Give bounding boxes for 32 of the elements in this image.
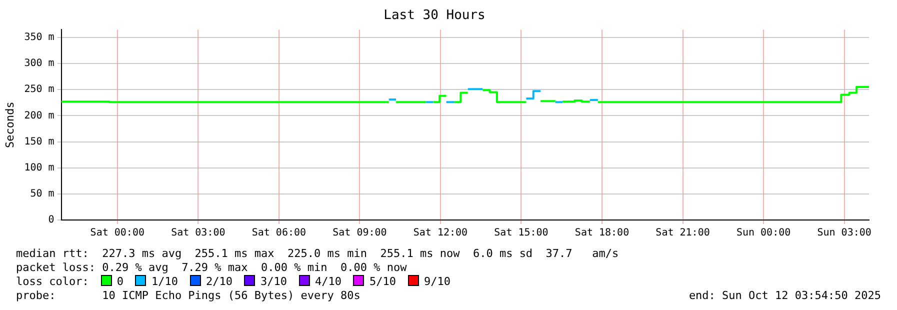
- text: median rtt: 227.3 ms avg 255.1 ms max 225.0 ms min 255.1 ms now 6.0 ms sd 37.7 am/s: [16, 247, 619, 261]
- y-axis-title: Seconds: [3, 102, 16, 148]
- text: end: Sun Oct 12 03:54:50 2025: [688, 289, 881, 303]
- legend-label: 9/10: [424, 275, 450, 288]
- x-tick-label: Sat 03:00: [171, 228, 226, 239]
- x-tick-label: Sat 00:00: [90, 228, 144, 239]
- x-tick-label: Sat 21:00: [656, 228, 710, 239]
- y-tick-label: 300 m: [24, 58, 54, 70]
- x-tick-label: Sat 12:00: [413, 228, 468, 239]
- legend-label: 1/10: [151, 275, 178, 288]
- x-tick-label: Sat 09:00: [332, 228, 387, 239]
- legend-label: 0: [116, 275, 124, 288]
- y-tick-label: 350 m: [24, 32, 54, 44]
- y-tick-label: 100 m: [24, 162, 54, 174]
- legend-label: 4/10: [314, 275, 342, 288]
- text: probe: 10 ICMP Echo Pings (56 Bytes) every 80s: [16, 289, 360, 303]
- legend-title: loss color:: [16, 275, 89, 288]
- x-tick-label: Sun 03:00: [817, 228, 872, 239]
- y-tick-label: 50 m: [30, 188, 54, 200]
- legend-label: 3/10: [260, 275, 287, 288]
- x-tick-label: Sat 18:00: [574, 228, 630, 239]
- x-tick-label: Sun 00:00: [736, 228, 791, 239]
- text: packet loss: 0.29 % avg 7.29 % max 0.00 % min 0.00 % now: [16, 261, 407, 275]
- y-tick-label: 200 m: [24, 110, 54, 122]
- x-tick-label: Sat 06:00: [252, 228, 306, 239]
- x-tick-label: Sat 15:00: [494, 228, 548, 239]
- chart-title: Last 30 Hours: [384, 8, 486, 24]
- legend-label: 2/10: [206, 275, 232, 288]
- y-tick-label: 0: [48, 214, 54, 226]
- y-tick-label: 250 m: [24, 84, 54, 96]
- legend-label: 5/10: [369, 275, 396, 288]
- y-tick-label: 150 m: [24, 136, 54, 148]
